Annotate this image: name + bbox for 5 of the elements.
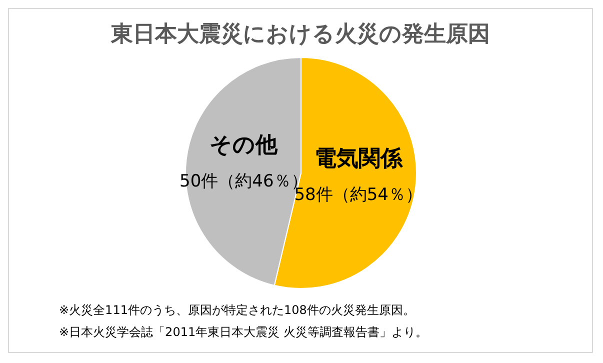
chart-title: 東日本大震災における火災の発生原因 — [110, 21, 491, 49]
slice-label: 電気関係 — [314, 146, 403, 172]
text: ※火災全111件のうち、原因が特定された108件の火災発生原因。 — [59, 302, 416, 319]
text: ※日本火災学会誌「2011年東日本大震災 火災等調査報告書」より。 — [59, 324, 428, 341]
slice-label: その他 — [209, 133, 278, 158]
